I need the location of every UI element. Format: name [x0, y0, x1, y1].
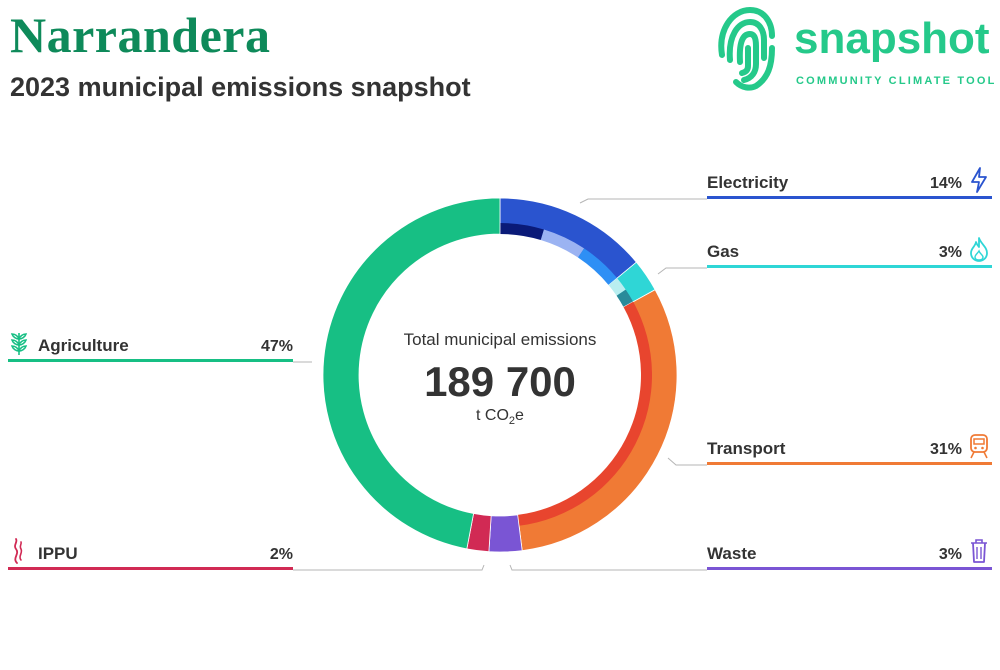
legend-value-agriculture: 47%: [260, 338, 293, 355]
center-unit: t CO2e: [476, 407, 524, 427]
legend-item-ippu: IPPU 2%: [8, 532, 293, 570]
flame-icon: [968, 236, 990, 262]
legend-label-agriculture: Agriculture: [38, 336, 129, 355]
fingerprint-icon: [718, 6, 775, 91]
total-emissions-value: 189 700: [424, 358, 576, 405]
snapshot-logo: snapshot COMMUNITY CLIMATE TOOL: [712, 0, 1000, 92]
legend-label-transport: Transport: [707, 439, 786, 458]
donut-subsegment-electricity: [540, 229, 585, 258]
wheat-icon: [8, 330, 30, 356]
smoke-icon: [8, 538, 30, 564]
donut-segment-waste: [488, 514, 523, 553]
page-title: Narrandera: [10, 7, 271, 63]
center-label: Total municipal emissions: [404, 330, 597, 349]
legend-line-gas: [707, 265, 992, 268]
legend-label-electricity: Electricity: [707, 173, 789, 192]
legend-item-gas: Gas 3%: [707, 230, 992, 268]
legend-value-transport: 31%: [929, 441, 962, 458]
leader-line-gas: [657, 267, 707, 275]
donut-subsegment-electricity: [578, 248, 618, 286]
legend-line-waste: [707, 567, 992, 570]
leader-line-electricity: [579, 198, 707, 204]
legend-value-electricity: 14%: [929, 175, 962, 192]
leader-line-waste: [509, 564, 707, 571]
legend-line-transport: [707, 462, 992, 465]
bin-icon: [968, 538, 990, 564]
donut-subsegment-electricity: [500, 223, 544, 241]
legend-item-agriculture: Agriculture 47%: [8, 324, 293, 362]
leader-line-transport: [667, 457, 707, 466]
legend-value-ippu: 2%: [269, 546, 293, 563]
train-icon: [968, 433, 990, 459]
donut-subsegment-transport: [517, 301, 653, 526]
page-subtitle: 2023 municipal emissions snapshot: [10, 72, 471, 102]
legend-item-transport: Transport 31%: [707, 427, 992, 465]
legend-item-electricity: Electricity 14%: [707, 161, 992, 199]
legend-value-gas: 3%: [938, 244, 962, 261]
legend-value-waste: 3%: [938, 546, 962, 563]
donut-subsegment-gas: [616, 289, 634, 308]
donut-segment-agriculture: [322, 197, 501, 550]
legend-line-ippu: [8, 567, 293, 570]
leader-line-ippu: [293, 564, 485, 571]
legend-line-agriculture: [8, 359, 293, 362]
legend-label-gas: Gas: [707, 242, 740, 261]
donut-subsegment-gas: [608, 278, 626, 296]
logo-wordmark: snapshot: [794, 14, 990, 63]
legend-label-ippu: IPPU: [38, 544, 78, 563]
legend-label-waste: Waste: [707, 544, 757, 563]
legend-item-waste: Waste 3%: [707, 532, 992, 570]
logo-tagline: COMMUNITY CLIMATE TOOL: [796, 75, 997, 87]
legend-line-electricity: [707, 196, 992, 199]
lightning-icon: [968, 167, 990, 193]
